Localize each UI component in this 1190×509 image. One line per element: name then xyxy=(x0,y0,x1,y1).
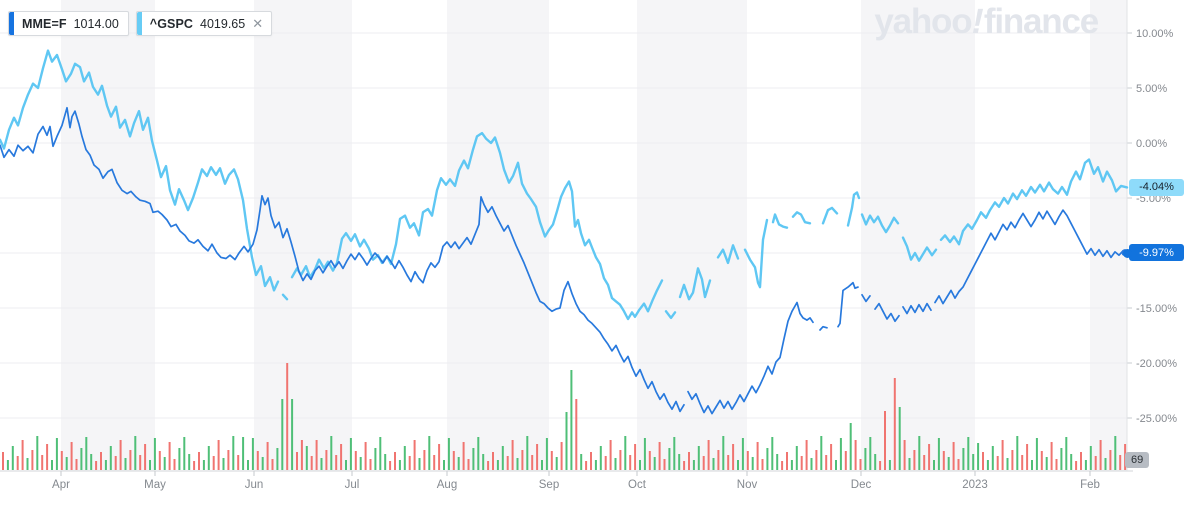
ticker-price: 4019.65 xyxy=(200,16,246,31)
gridlines xyxy=(0,32,1127,419)
svg-text:-25.00%: -25.00% xyxy=(1136,413,1177,425)
series-color-swatch xyxy=(9,12,14,35)
svg-text:-5.00%: -5.00% xyxy=(1136,193,1171,205)
volume-axis-badge: 69 xyxy=(1125,452,1150,468)
series-color-swatch xyxy=(136,12,142,35)
yahoo-finance-watermark: yahoo!finance xyxy=(874,2,1099,41)
svg-text:Jul: Jul xyxy=(345,479,360,491)
svg-text:-20.00%: -20.00% xyxy=(1136,358,1177,370)
ticker-symbol: ^GSPC xyxy=(149,16,194,31)
svg-text:May: May xyxy=(144,479,166,491)
svg-text:5.00%: 5.00% xyxy=(1136,83,1167,95)
volume-bars xyxy=(2,363,1127,470)
svg-text:Apr: Apr xyxy=(52,479,70,491)
ticker-symbol: MME=F xyxy=(22,16,67,31)
legend-pill-mme[interactable]: MME=F 1014.00 xyxy=(8,11,129,36)
month-stripes xyxy=(61,0,1127,471)
svg-text:Nov: Nov xyxy=(737,479,758,491)
svg-text:Dec: Dec xyxy=(851,479,872,491)
svg-text:Feb: Feb xyxy=(1080,479,1100,491)
svg-text:-15.00%: -15.00% xyxy=(1136,303,1177,315)
x-axis-labels: Apr May Jun Jul Aug Sep Oct Nov Dec 2023 Feb xyxy=(52,471,1100,491)
svg-text:2023: 2023 xyxy=(962,479,988,491)
mme-last-value-badge: -9.97% xyxy=(1123,244,1184,262)
svg-text:Jun: Jun xyxy=(245,479,264,491)
svg-text:10.00%: 10.00% xyxy=(1136,28,1174,40)
close-icon[interactable]: ✕ xyxy=(252,16,264,31)
series-line-mmef xyxy=(0,106,1128,415)
gspc-last-value-badge: -4.04% xyxy=(1129,178,1184,196)
legend: MME=F 1014.00 ^GSPC 4019.65 ✕ xyxy=(8,11,273,36)
legend-pill-gspc[interactable]: ^GSPC 4019.65 ✕ xyxy=(135,11,273,36)
series-line-gspc xyxy=(0,49,1129,321)
svg-text:Oct: Oct xyxy=(628,479,647,491)
ticker-price: 1014.00 xyxy=(73,16,119,31)
svg-text:0.00%: 0.00% xyxy=(1136,138,1167,150)
svg-text:Sep: Sep xyxy=(539,479,559,491)
axes xyxy=(0,0,1133,472)
svg-text:Aug: Aug xyxy=(437,479,457,491)
y-axis-labels: 10.00%5.00%0.00%-5.00%-10.00%-15.00%-20.… xyxy=(1127,28,1177,425)
